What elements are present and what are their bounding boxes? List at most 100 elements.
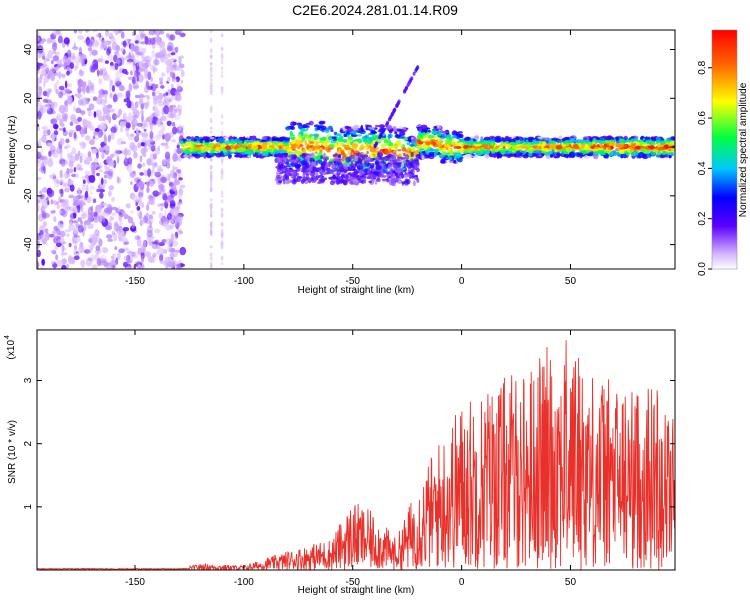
heatmap-cell	[104, 114, 110, 121]
heatmap-cell	[408, 171, 413, 174]
heatmap-cell	[133, 151, 138, 159]
heatmap-cell	[170, 190, 176, 198]
heatmap-cell	[209, 257, 213, 261]
heatmap-cell	[47, 129, 51, 136]
heatmap-cell	[40, 266, 45, 269]
heatmap-cell	[48, 50, 53, 59]
heatmap-cell	[554, 149, 558, 153]
heatmap-cell	[93, 255, 98, 261]
heatmap-cell	[299, 154, 303, 157]
heatmap-cell	[384, 150, 389, 154]
heatmap-cell	[408, 164, 412, 169]
heatmap-cell	[407, 147, 410, 152]
heatmap-cell	[204, 142, 210, 146]
heatmap-cell	[169, 112, 177, 119]
heatmap-cell	[569, 137, 576, 143]
heatmap-cell	[482, 149, 488, 155]
heatmap-cell	[315, 161, 319, 166]
heatmap-cell	[410, 152, 414, 158]
heatmap-cell	[52, 55, 59, 62]
heatmap-cell	[137, 142, 142, 149]
heatmap-cell	[100, 258, 107, 264]
heatmap-cell	[123, 255, 129, 262]
heatmap-cell	[243, 137, 248, 141]
heatmap-cell	[594, 151, 599, 155]
heatmap-cell	[387, 153, 393, 157]
heatmap-cell	[60, 199, 68, 207]
heatmap-cell	[426, 138, 431, 142]
heatmap-cell	[130, 181, 133, 186]
heatmap-cell	[209, 78, 213, 82]
heatmap-cell	[474, 143, 482, 147]
heatmap-cell	[309, 133, 315, 137]
heatmap-cell	[125, 127, 130, 132]
heatmap-cell	[278, 145, 282, 151]
heatmap-cell	[152, 153, 157, 160]
heatmap-cell	[106, 156, 112, 162]
heatmap-cell	[126, 149, 132, 156]
heatmap-cell	[98, 168, 104, 173]
heatmap-cell	[165, 92, 169, 96]
heatmap-cell	[80, 81, 87, 88]
heatmap-cell	[410, 139, 415, 145]
heatmap-cell	[77, 116, 82, 122]
heatmap-cell	[128, 52, 132, 60]
heatmap-cell	[77, 204, 81, 213]
heatmap-cell	[166, 33, 170, 38]
heatmap-cell	[119, 231, 124, 238]
colorbar-label: Normalized spectral amplitude	[738, 82, 749, 217]
heatmap-cell	[172, 64, 176, 68]
heatmap-cell	[80, 220, 84, 226]
heatmap-cell	[396, 128, 403, 132]
heatmap-cell	[200, 152, 207, 157]
heatmap-cell	[320, 155, 324, 160]
heatmap-cell	[76, 163, 82, 171]
heatmap-cell	[317, 168, 323, 173]
heatmap-cell	[583, 146, 591, 151]
heatmap-cell	[306, 174, 310, 178]
heatmap-cell	[73, 105, 76, 112]
heatmap-cell	[533, 140, 540, 145]
heatmap-cell	[120, 127, 123, 133]
heatmap-cell	[92, 215, 100, 223]
heatmap-cell	[98, 238, 103, 247]
heatmap-cell	[53, 225, 59, 231]
heatmap-cell	[118, 213, 123, 222]
heatmap-cell	[128, 38, 131, 45]
heatmap-cell	[409, 78, 412, 83]
heatmap-cell	[68, 168, 74, 174]
heatmap-cell	[148, 30, 156, 36]
heatmap-cell	[180, 142, 186, 145]
heatmap-cell	[152, 106, 156, 111]
heatmap-cell	[78, 245, 85, 254]
heatmap-cell	[177, 201, 183, 205]
heatmap-cell	[159, 260, 164, 264]
heatmap-cell	[209, 126, 213, 130]
heatmap-cell	[84, 97, 88, 102]
heatmap-cell	[247, 155, 251, 158]
heatmap-cell	[170, 234, 177, 242]
heatmap-cell	[137, 247, 142, 255]
heatmap-cell	[284, 143, 290, 147]
heatmap-cell	[77, 150, 81, 157]
heatmap-cell	[148, 120, 152, 126]
heatmap-cell	[191, 153, 198, 157]
heatmap-cell	[333, 131, 338, 135]
heatmap-cell	[446, 140, 452, 145]
heatmap-cell	[136, 260, 141, 266]
heatmap-cell	[142, 62, 149, 69]
snr-plot-area	[37, 340, 675, 570]
heatmap-cell	[94, 217, 97, 221]
heatmap-cell	[139, 60, 142, 69]
heatmap-cell	[266, 137, 270, 141]
y-tick-label: -40	[23, 237, 34, 252]
heatmap-cell	[60, 161, 66, 168]
heatmap-cell	[71, 52, 76, 60]
heatmap-cell	[143, 123, 149, 128]
heatmap-cell	[61, 264, 67, 269]
heatmap-cell	[138, 181, 142, 188]
heatmap-cell	[117, 177, 122, 184]
heatmap-cell	[538, 144, 542, 147]
heatmap-cell	[392, 172, 396, 179]
